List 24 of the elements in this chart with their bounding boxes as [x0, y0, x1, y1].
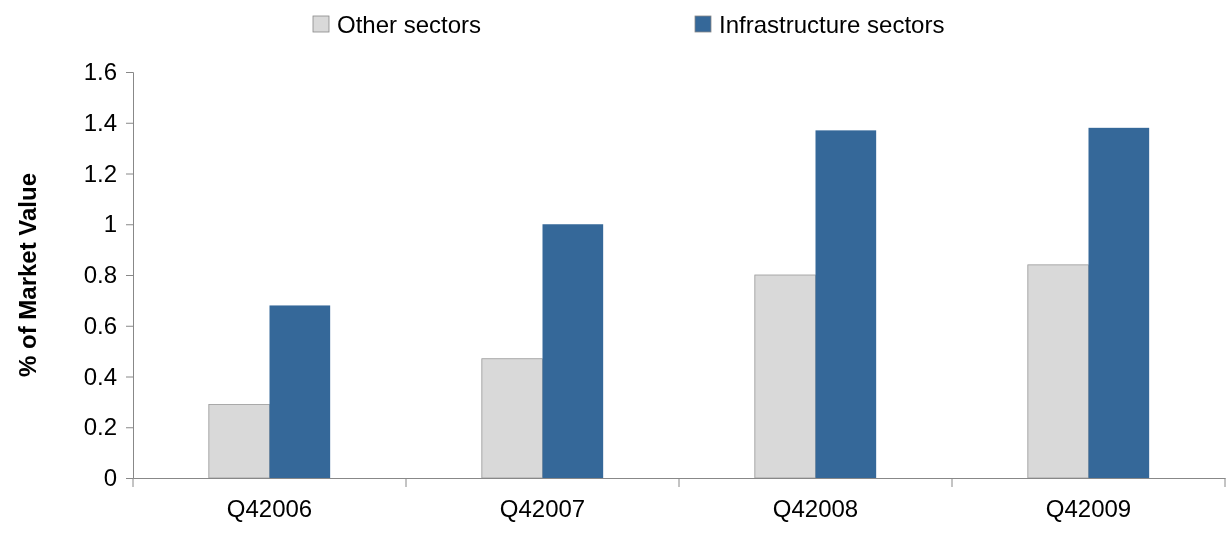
y-axis-title: % of Market Value [14, 172, 41, 378]
bar [815, 130, 877, 478]
legend-label: Infrastructure sectors [719, 11, 945, 38]
legend-label: Other sectors [337, 11, 482, 38]
y-tick-label: 0.4 [83, 362, 117, 390]
bar [269, 305, 331, 478]
y-tick-label: 0.2 [83, 413, 117, 441]
y-tick-label: 0.6 [83, 311, 117, 339]
bar [1027, 264, 1089, 479]
bar [1088, 127, 1150, 478]
x-tick-label: Q42008 [772, 495, 859, 522]
bar [481, 358, 543, 479]
y-tick-label: 1.6 [83, 58, 117, 86]
bar [754, 274, 816, 479]
y-tick-label: 0.8 [83, 261, 117, 289]
x-tick-label: Q42007 [499, 495, 586, 522]
y-tick-label: 1.4 [83, 108, 117, 136]
bar [208, 404, 270, 479]
x-tick-label: Q42009 [1045, 495, 1132, 522]
y-tick-label: 1 [103, 210, 117, 238]
y-tick-label: 1.2 [83, 159, 117, 187]
x-tick-label: Q42006 [226, 495, 313, 522]
y-tick-label: 0 [103, 464, 117, 492]
bar [542, 224, 604, 478]
